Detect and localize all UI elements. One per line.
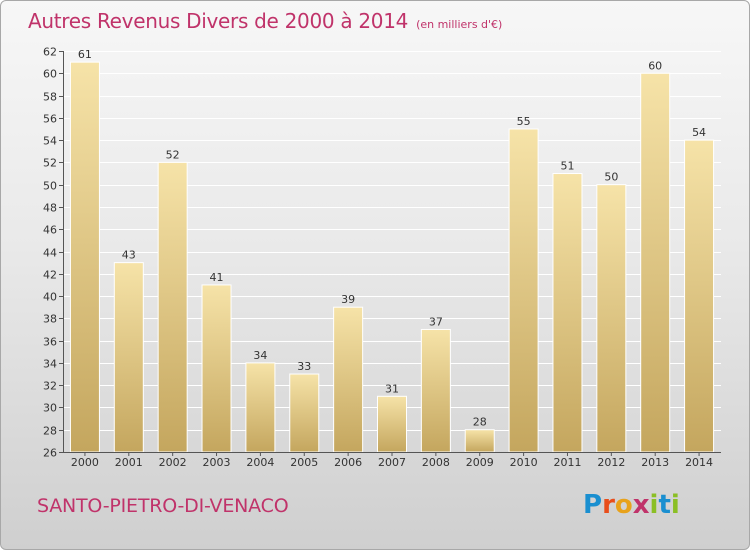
y-tick-label: 50 — [43, 180, 57, 193]
x-tick-label: 2003 — [203, 456, 231, 469]
x-tick-label: 2006 — [334, 456, 362, 469]
chart-title: Autres Revenus Divers de 2000 à 2014 (en … — [28, 9, 502, 33]
x-tick-label: 2009 — [466, 456, 494, 469]
bar — [552, 173, 583, 453]
y-tick-label: 30 — [43, 402, 57, 415]
bar-value-label: 51 — [560, 160, 574, 173]
x-tick-label: 2004 — [246, 456, 274, 469]
bar — [464, 429, 495, 453]
data-labels: 61 43 52 41 34 33 39 31 37 28 55 51 50 60 54 — [78, 48, 706, 429]
x-tick-label: 2001 — [115, 456, 143, 469]
bar-value-label: 60 — [648, 59, 662, 72]
bar — [245, 362, 276, 453]
bar — [596, 184, 627, 453]
bar — [69, 61, 100, 453]
y-tick-label: 34 — [43, 358, 57, 371]
bar-value-label: 33 — [297, 360, 311, 373]
y-tick-label: 28 — [43, 425, 57, 438]
logo-letter: i — [670, 490, 680, 520]
logo-letter: r — [602, 490, 615, 520]
bar — [684, 139, 715, 453]
x-tick-label: 2013 — [641, 456, 669, 469]
logo-letter: o — [614, 490, 633, 520]
chart-title-unit: (en milliers d'€) — [416, 18, 503, 31]
bar — [289, 373, 320, 453]
y-tick-label: 38 — [43, 313, 57, 326]
bar — [377, 395, 407, 453]
y-tick-label: 62 — [43, 46, 57, 59]
y-tick-label: 42 — [43, 269, 57, 282]
bar — [113, 262, 144, 453]
bar — [508, 128, 539, 453]
bar — [333, 306, 364, 453]
y-tick-label: 48 — [43, 202, 57, 215]
y-tick-label: 26 — [43, 447, 57, 460]
logo-letter: x — [632, 490, 650, 520]
bar — [640, 72, 671, 453]
y-tick-label: 46 — [43, 224, 57, 237]
logo-letter: t — [658, 490, 671, 520]
y-tick-label: 40 — [43, 291, 57, 304]
x-tick-label: 2012 — [597, 456, 625, 469]
bar-value-label: 52 — [166, 148, 180, 161]
x-tick-label: 2011 — [553, 456, 581, 469]
x-tick-label: 2007 — [378, 456, 406, 469]
proxiti-logo[interactable]: Proxiti — [583, 490, 680, 520]
x-tick-label: 2005 — [290, 456, 318, 469]
bar-value-label: 43 — [122, 249, 136, 262]
bar-value-label: 50 — [604, 171, 618, 184]
chart-title-main: Autres Revenus Divers de 2000 à 2014 — [28, 9, 409, 33]
y-tick-label: 36 — [43, 336, 57, 349]
x-tick-label: 2000 — [71, 456, 99, 469]
bar — [157, 161, 188, 453]
bars — [69, 61, 715, 453]
bar-value-label: 31 — [385, 382, 399, 395]
bar — [420, 328, 451, 453]
bar-value-label: 55 — [517, 115, 531, 128]
bar-value-label: 39 — [341, 293, 355, 306]
y-tick-label: 52 — [43, 157, 57, 170]
bar-value-label: 37 — [429, 315, 443, 328]
bar-value-label: 54 — [692, 126, 706, 139]
y-tick-label: 32 — [43, 380, 57, 393]
y-tick-label: 44 — [43, 247, 57, 260]
y-tick-label: 56 — [43, 113, 57, 126]
logo-letter: P — [583, 490, 603, 520]
bar — [201, 284, 232, 453]
y-tick-label: 60 — [43, 68, 57, 81]
y-tick-label: 58 — [43, 91, 57, 104]
x-tick-label: 2014 — [685, 456, 713, 469]
bar-value-label: 41 — [210, 271, 224, 284]
logo-letter: i — [649, 490, 659, 520]
x-tick-label: 2010 — [510, 456, 538, 469]
place-name: SANTO-PIETRO-DI-VENACO — [37, 495, 289, 517]
bar-value-label: 34 — [253, 349, 267, 362]
x-tick-label: 2008 — [422, 456, 450, 469]
bar-value-label: 28 — [473, 416, 487, 429]
y-tick-label: 54 — [43, 135, 57, 148]
x-tick-label: 2002 — [159, 456, 187, 469]
axes: 26 28 30 32 34 36 38 40 42 44 46 48 50 52 54 56 58 60 62 20… — [43, 46, 721, 469]
bar-value-label: 61 — [78, 48, 92, 61]
